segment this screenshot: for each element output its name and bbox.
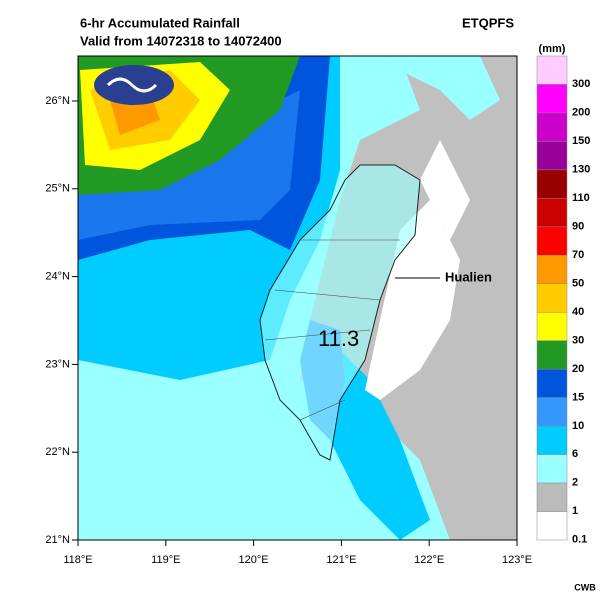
- legend-label: 110: [572, 192, 590, 204]
- legend-label: 50: [572, 277, 584, 289]
- legend-label: 20: [572, 363, 584, 375]
- subtitle: Valid from 14072318 to 14072400: [80, 33, 282, 48]
- lat-label: 26°N: [45, 95, 70, 107]
- legend-label: 15: [572, 391, 584, 403]
- lon-label: 123°E: [502, 554, 532, 566]
- footer: CWB: [574, 582, 596, 592]
- lat-label: 21°N: [45, 534, 70, 546]
- legend-label: 70: [572, 249, 584, 261]
- legend-swatch: [536, 198, 568, 228]
- legend-swatch: [536, 482, 568, 512]
- legend-label: 0.1: [572, 534, 587, 546]
- legend-swatch: [536, 283, 568, 313]
- legend-swatch: [536, 368, 568, 398]
- legend-label: 90: [572, 220, 584, 232]
- legend-swatch: [536, 169, 568, 199]
- map-frame: [77, 55, 518, 541]
- legend-label: 130: [572, 164, 590, 176]
- lat-label: 24°N: [45, 271, 70, 283]
- station-label: Hualien: [445, 269, 492, 284]
- legend-label: 40: [572, 306, 584, 318]
- lon-label: 120°E: [239, 554, 269, 566]
- lat-label: 23°N: [45, 358, 70, 370]
- legend-label: 2: [572, 477, 578, 489]
- legend-swatch: [536, 112, 568, 142]
- title: 6-hr Accumulated Rainfall: [80, 15, 240, 30]
- legend-swatch: [536, 454, 568, 484]
- legend-swatch: [536, 55, 568, 85]
- legend-swatch: [536, 340, 568, 370]
- legend-swatch: [536, 397, 568, 427]
- legend-label: 300: [572, 78, 590, 90]
- max-value: 11.3: [318, 326, 359, 351]
- legend-swatch: [536, 84, 568, 114]
- legend-label: 1: [572, 505, 578, 517]
- legend-swatch: [536, 511, 568, 541]
- legend-swatch: [536, 311, 568, 341]
- legend-label: 6: [572, 448, 578, 460]
- lon-label: 118°E: [63, 554, 92, 566]
- legend-label: 30: [572, 334, 584, 346]
- legend-label: 200: [572, 107, 590, 119]
- lon-label: 121°E: [326, 554, 356, 566]
- legend-unit: (mm): [539, 43, 566, 55]
- legend-swatch: [536, 255, 568, 285]
- legend-swatch: [536, 425, 568, 455]
- product: ETQPFS: [462, 15, 514, 30]
- lat-label: 22°N: [45, 446, 70, 458]
- lon-label: 122°E: [414, 554, 444, 566]
- legend-swatch: [536, 141, 568, 171]
- lon-label: 119°E: [151, 554, 180, 566]
- lat-label: 25°N: [45, 183, 70, 195]
- legend-label: 150: [572, 135, 590, 147]
- legend-label: 10: [572, 420, 584, 432]
- map-field: [78, 56, 517, 540]
- legend-swatch: [536, 226, 568, 256]
